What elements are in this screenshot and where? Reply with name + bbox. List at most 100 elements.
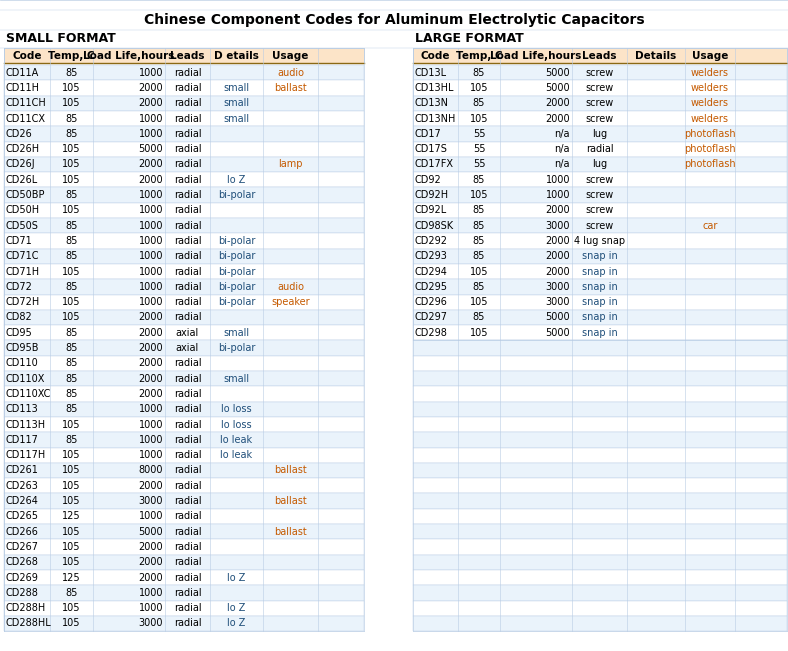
Bar (413, 600, 787, 616)
Bar (413, 570, 787, 585)
Bar (4, 187, 364, 202)
Text: 105: 105 (62, 144, 80, 154)
Text: CD13HL: CD13HL (415, 83, 455, 93)
Text: radial: radial (173, 129, 201, 139)
Text: CD264: CD264 (6, 496, 39, 506)
Text: 85: 85 (65, 588, 78, 598)
Text: snap in: snap in (582, 297, 617, 307)
Text: CD95B: CD95B (6, 343, 39, 353)
Text: CD288: CD288 (6, 588, 39, 598)
Text: Usage: Usage (273, 51, 309, 61)
Text: radial: radial (173, 542, 201, 552)
Bar (4, 202, 364, 218)
Bar (413, 371, 787, 386)
Text: speaker: speaker (271, 297, 310, 307)
Text: 85: 85 (65, 68, 78, 77)
Text: 1000: 1000 (545, 190, 570, 200)
Text: CD298: CD298 (415, 327, 448, 338)
Bar (4, 80, 364, 96)
Bar (4, 157, 364, 172)
Text: radial: radial (173, 572, 201, 583)
Text: radial: radial (173, 266, 201, 277)
Text: Load Life,hours: Load Life,hours (490, 51, 582, 61)
Text: 1000: 1000 (139, 129, 163, 139)
Text: radial: radial (173, 435, 201, 445)
Text: 3000: 3000 (545, 221, 570, 230)
Text: lamp: lamp (278, 159, 303, 169)
Text: n/a: n/a (555, 129, 570, 139)
Text: 85: 85 (473, 68, 485, 77)
Text: radial: radial (173, 527, 201, 536)
Text: CD266: CD266 (6, 527, 39, 536)
Text: radial: radial (173, 374, 201, 383)
Bar (413, 508, 787, 524)
Text: radial: radial (173, 297, 201, 307)
Text: radial: radial (173, 251, 201, 261)
Text: 85: 85 (65, 404, 78, 414)
Bar (413, 585, 787, 600)
Bar (4, 616, 364, 631)
Text: 1000: 1000 (139, 450, 163, 460)
Text: CD11CH: CD11CH (6, 98, 46, 108)
Text: 1000: 1000 (139, 251, 163, 261)
Text: radial: radial (173, 496, 201, 506)
Text: 2000: 2000 (139, 343, 163, 353)
Text: 125: 125 (62, 572, 81, 583)
Text: 2000: 2000 (545, 205, 570, 215)
Text: Code: Code (13, 51, 42, 61)
Bar (4, 402, 364, 417)
Text: CD294: CD294 (415, 266, 448, 277)
Text: 105: 105 (470, 266, 489, 277)
Bar (4, 48, 364, 63)
Text: 85: 85 (473, 221, 485, 230)
Text: 105: 105 (62, 83, 80, 93)
Text: 3000: 3000 (545, 282, 570, 292)
Text: CD288H: CD288H (6, 603, 46, 613)
Bar (413, 172, 787, 187)
Bar (413, 80, 787, 96)
Bar (4, 447, 364, 463)
Text: lo loss: lo loss (221, 419, 252, 430)
Text: 2000: 2000 (139, 358, 163, 368)
Text: 105: 105 (62, 419, 80, 430)
Text: CD13N: CD13N (415, 98, 449, 108)
Text: 3000: 3000 (139, 618, 163, 628)
Text: 3000: 3000 (139, 496, 163, 506)
Bar (413, 202, 787, 218)
Bar (4, 417, 364, 432)
Text: small: small (224, 113, 250, 124)
Text: screw: screw (585, 98, 614, 108)
Text: bi-polar: bi-polar (217, 282, 255, 292)
Text: radial: radial (173, 159, 201, 169)
Text: Leads: Leads (170, 51, 205, 61)
Text: 1000: 1000 (139, 68, 163, 77)
Bar (413, 478, 787, 493)
Text: ballast: ballast (274, 465, 307, 475)
Text: radial: radial (173, 113, 201, 124)
Bar (4, 355, 364, 371)
Text: snap in: snap in (582, 312, 617, 322)
Text: 105: 105 (62, 98, 80, 108)
Text: Usage: Usage (692, 51, 728, 61)
Text: bi-polar: bi-polar (217, 266, 255, 277)
Text: radial: radial (173, 144, 201, 154)
Text: radial: radial (173, 83, 201, 93)
Bar (413, 325, 787, 340)
Text: Leads: Leads (582, 51, 617, 61)
Bar (4, 172, 364, 187)
Text: radial: radial (173, 205, 201, 215)
Text: radial: radial (173, 450, 201, 460)
Text: welders: welders (691, 68, 729, 77)
Text: 2000: 2000 (139, 374, 163, 383)
Text: screw: screw (585, 190, 614, 200)
Bar (413, 29, 787, 47)
Text: 2000: 2000 (139, 480, 163, 491)
Text: CD292: CD292 (415, 236, 448, 246)
Text: 85: 85 (473, 236, 485, 246)
Text: 4 lug snap: 4 lug snap (574, 236, 625, 246)
Bar (4, 29, 364, 47)
Text: 1000: 1000 (139, 603, 163, 613)
Text: 105: 105 (62, 496, 80, 506)
Text: 1000: 1000 (139, 266, 163, 277)
Bar (413, 417, 787, 432)
